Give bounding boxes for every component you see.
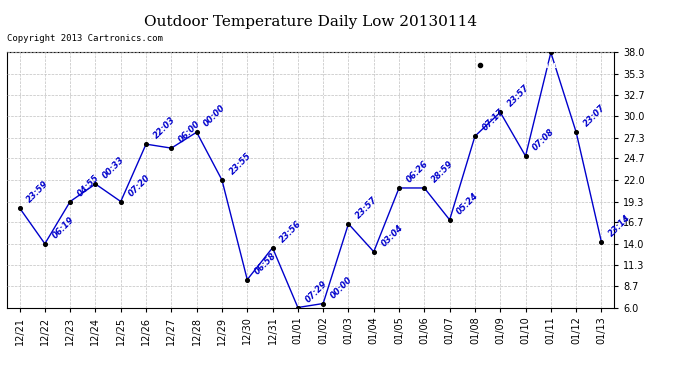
Point <box>444 217 455 223</box>
Point <box>495 109 506 115</box>
Text: 04:55: 04:55 <box>76 172 101 198</box>
Point <box>141 141 152 147</box>
Text: 23:56: 23:56 <box>278 219 304 244</box>
Point <box>469 133 480 139</box>
Point <box>545 50 556 55</box>
Point <box>293 304 304 310</box>
Text: 07:29: 07:29 <box>304 279 328 304</box>
Point <box>191 129 202 135</box>
Text: 23:59: 23:59 <box>25 179 50 204</box>
Text: 23:55: 23:55 <box>228 151 253 177</box>
Point <box>166 145 177 151</box>
Text: 05:24: 05:24 <box>455 191 480 216</box>
Point <box>596 239 607 245</box>
Text: Copyright 2013 Cartronics.com: Copyright 2013 Cartronics.com <box>7 34 163 43</box>
Text: 06:26: 06:26 <box>404 159 430 184</box>
Point <box>14 205 25 211</box>
Text: 06:58: 06:58 <box>253 251 278 276</box>
Point <box>317 300 328 306</box>
Text: 06:00: 06:00 <box>177 119 202 145</box>
Text: 00:00: 00:00 <box>328 274 354 300</box>
Text: 06:19: 06:19 <box>50 215 76 240</box>
Point <box>267 245 278 251</box>
Text: 00:00: 00:00 <box>202 103 228 129</box>
Text: 07:17: 07:17 <box>480 107 506 133</box>
Point <box>368 249 380 255</box>
Point <box>65 198 76 204</box>
Point <box>241 277 253 283</box>
Text: 23:14: 23:14 <box>607 213 632 238</box>
Point <box>343 221 354 227</box>
Text: 03:04: 03:04 <box>380 223 404 248</box>
Text: 23:07: 23:07 <box>582 103 607 129</box>
Text: 23:57: 23:57 <box>354 195 380 220</box>
Point <box>520 153 531 159</box>
Text: 07:08: 07:08 <box>531 127 556 153</box>
Point <box>115 198 126 204</box>
Text: 07:20: 07:20 <box>126 172 152 198</box>
Text: 23:57: 23:57 <box>506 83 531 109</box>
Text: Outdoor Temperature Daily Low 20130114: Outdoor Temperature Daily Low 20130114 <box>144 15 477 29</box>
Text: 22:03: 22:03 <box>152 115 177 141</box>
Point <box>571 129 582 135</box>
Point <box>39 241 50 247</box>
Text: 00:33: 00:33 <box>101 155 126 180</box>
Point <box>419 185 430 191</box>
Point <box>217 177 228 183</box>
Text: 28:59: 28:59 <box>430 159 455 184</box>
Point <box>393 185 404 191</box>
Point <box>90 181 101 187</box>
